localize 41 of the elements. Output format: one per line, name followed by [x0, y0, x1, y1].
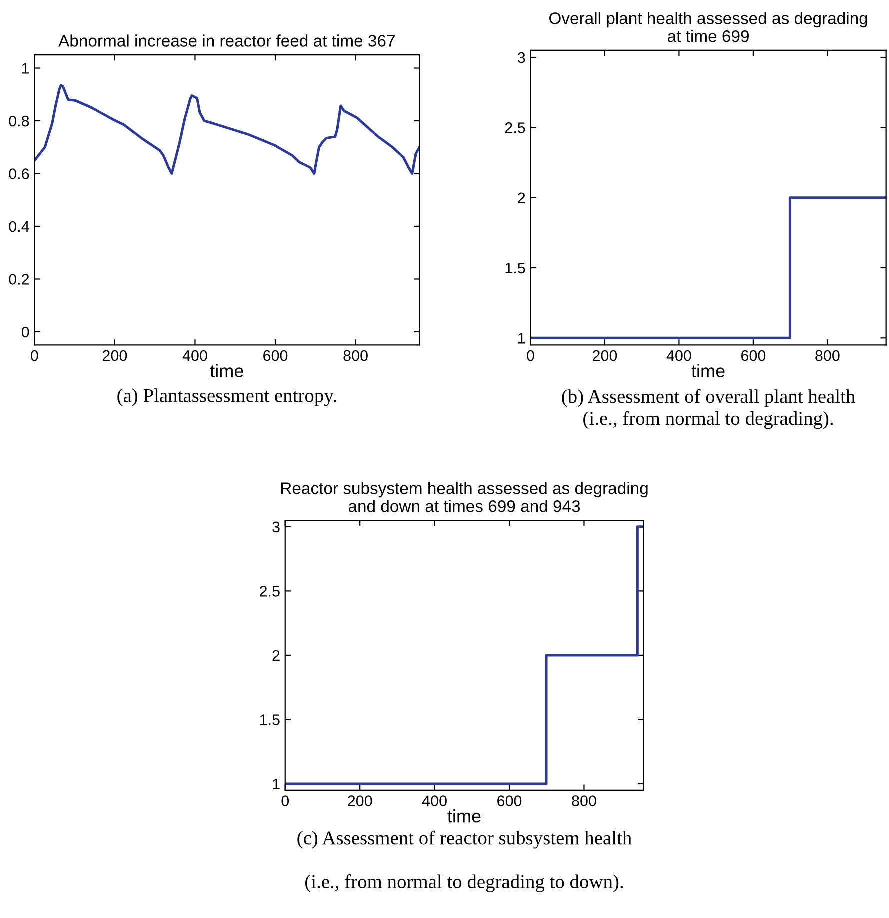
- y-tick-label: 3: [518, 52, 526, 64]
- x-tick-label: 200: [102, 350, 128, 362]
- text: (b) Assessment of overall plant health (i.e., from normal to degrading).: [562, 389, 856, 430]
- x-axis-title: time: [210, 364, 244, 378]
- x-tick-label: 400: [182, 350, 208, 362]
- y-tick-label: 3: [272, 522, 280, 533]
- x-tick-label: 800: [344, 350, 368, 362]
- x-axis-title: time: [692, 364, 725, 378]
- y-tick-label: 1: [273, 778, 280, 790]
- line-series: [34, 84, 420, 175]
- x-tick-label: 800: [816, 350, 840, 362]
- chart-title: Reactor subsystem health assessed as degrading and down at times 699 and 943: [282, 482, 648, 512]
- text: (a) Plantassessment entropy.: [118, 388, 336, 406]
- y-tick-label: 0.6: [9, 168, 30, 180]
- x-tick-label: 400: [666, 350, 692, 362]
- y-tick-label: 0: [22, 326, 30, 338]
- y-tick-label: 2.5: [260, 586, 280, 597]
- y-tick-label: 0.8: [9, 116, 30, 127]
- x-tick-label: 0: [282, 796, 290, 806]
- y-tick-label: 0.2: [9, 274, 30, 285]
- x-tick-label: 600: [498, 796, 522, 806]
- x-tick-label: 200: [592, 350, 618, 362]
- y-tick-label: 1: [22, 63, 30, 74]
- chart-title: Overall plant health assessed as degrading at time 699: [550, 12, 868, 42]
- x-axis-title: time: [448, 810, 481, 823]
- y-tick-label: 2: [518, 192, 526, 204]
- y-tick-label: 1: [518, 333, 526, 344]
- y-tick-label: 2: [272, 650, 280, 661]
- x-tick-label: 400: [422, 796, 447, 806]
- y-tick-label: 1.5: [506, 263, 526, 274]
- x-tick-label: 200: [348, 796, 372, 806]
- text: (c) Assessment of reactor subsystem health (i.e., from normal to degrading to down).: [298, 830, 632, 892]
- x-tick-label: 0: [527, 350, 534, 362]
- y-tick-label: 0.4: [9, 221, 30, 232]
- x-tick-label: 600: [264, 350, 288, 362]
- y-tick-label: 2.5: [505, 122, 526, 134]
- chart-title: Abnormal increase in reactor feed at time 367: [58, 34, 395, 47]
- x-tick-label: 600: [741, 350, 766, 362]
- x-tick-label: 0: [31, 350, 38, 362]
- y-tick-label: 1.5: [260, 714, 280, 726]
- x-tick-label: 800: [572, 796, 596, 806]
